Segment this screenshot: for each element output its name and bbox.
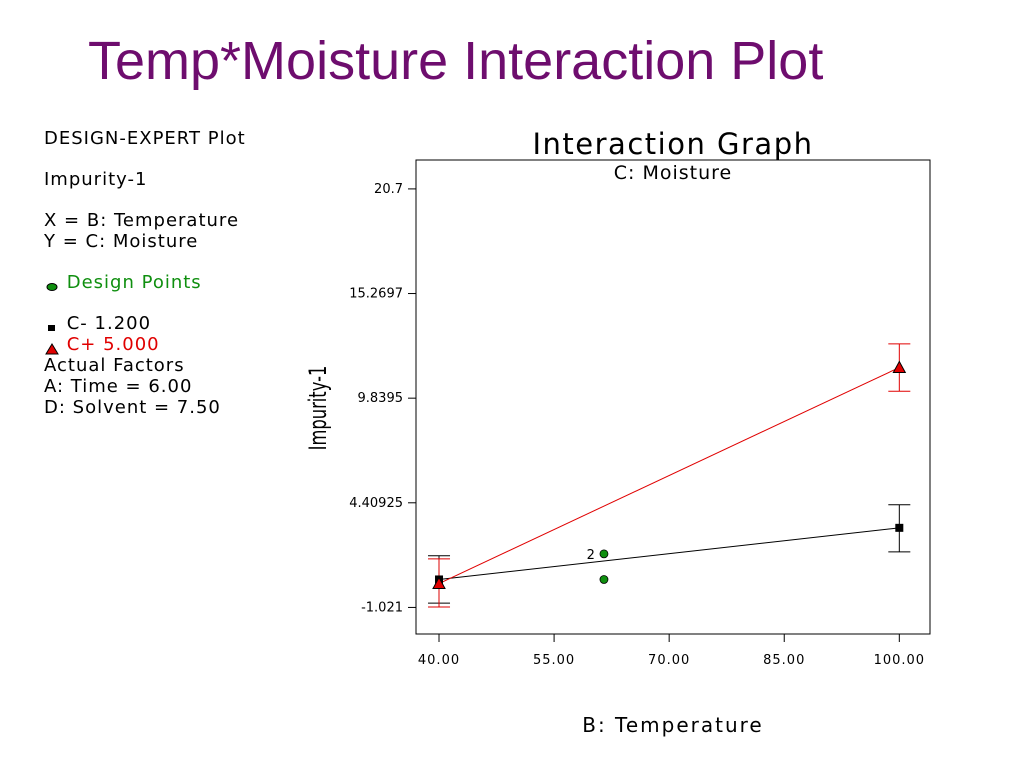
y-tick-label: -1.021	[361, 600, 403, 615]
legend-factor-d: D: Solvent = 7.50	[44, 397, 221, 418]
design-point	[599, 549, 609, 559]
legend-design-points-label: Design Points	[66, 272, 202, 293]
y-axis-label: Impurity-1	[304, 366, 332, 451]
y-tick-label: 9.8395	[358, 391, 404, 406]
triangle-marker-icon	[44, 339, 60, 355]
plot-legend: DESIGN-EXPERT Plot Impurity-1 X = B: Tem…	[44, 128, 246, 418]
x-tick-label: 40.00	[418, 653, 460, 668]
legend-low-level-label: C- 1.200	[66, 313, 152, 334]
y-tick-label: 15.2697	[349, 287, 403, 302]
legend-actual-factors: Actual Factors	[44, 355, 185, 376]
design-point-count-label: 2	[587, 548, 595, 563]
legend-response: Impurity-1	[44, 169, 148, 190]
legend-factor-a: A: Time = 6.00	[44, 376, 193, 397]
legend-low-level: C- 1.200	[44, 313, 246, 334]
triangle-marker	[432, 576, 446, 590]
square-marker-icon	[44, 318, 60, 331]
x-axis-label: B: Temperature	[582, 713, 764, 737]
legend-high-level: C+ 5.000	[44, 334, 246, 355]
legend-high-level-label: C+ 5.000	[66, 334, 160, 355]
legend-design-points: Design Points	[44, 272, 246, 293]
legend-y-definition: Y = C: Moisture	[44, 231, 199, 252]
y-tick-label: 20.7	[374, 182, 403, 197]
slide-title: Temp*Moisture Interaction Plot	[88, 31, 824, 91]
triangle-marker	[892, 360, 907, 374]
x-tick-label: 55.00	[533, 653, 575, 668]
chart-subtitle: C: Moisture	[614, 162, 732, 184]
legend-x-definition: X = B: Temperature	[44, 210, 240, 231]
y-tick-label: 4.40925	[349, 496, 403, 511]
x-tick-label: 70.00	[648, 653, 690, 668]
x-tick-label: 100.00	[874, 653, 926, 668]
x-tick-label: 85.00	[763, 653, 805, 668]
chart-title: Interaction Graph	[532, 127, 813, 161]
design-point-icon	[44, 277, 60, 291]
legend-header: DESIGN-EXPERT Plot	[44, 128, 246, 149]
series-line	[438, 367, 900, 584]
design-point	[599, 575, 609, 584]
plot-frame	[415, 159, 931, 635]
square-marker	[895, 523, 904, 532]
series-line	[438, 527, 900, 580]
